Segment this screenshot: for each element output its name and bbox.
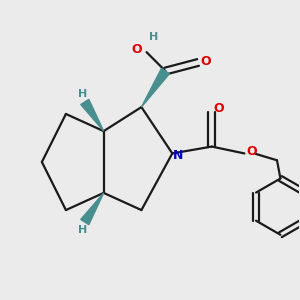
Text: O: O — [213, 102, 224, 115]
Text: O: O — [132, 43, 142, 56]
Polygon shape — [81, 99, 104, 131]
Text: N: N — [173, 148, 184, 162]
Text: H: H — [78, 225, 88, 235]
Polygon shape — [141, 68, 169, 107]
Polygon shape — [81, 193, 104, 225]
Text: O: O — [200, 55, 211, 68]
Text: H: H — [149, 32, 158, 42]
Text: H: H — [78, 89, 88, 99]
Text: O: O — [246, 145, 256, 158]
